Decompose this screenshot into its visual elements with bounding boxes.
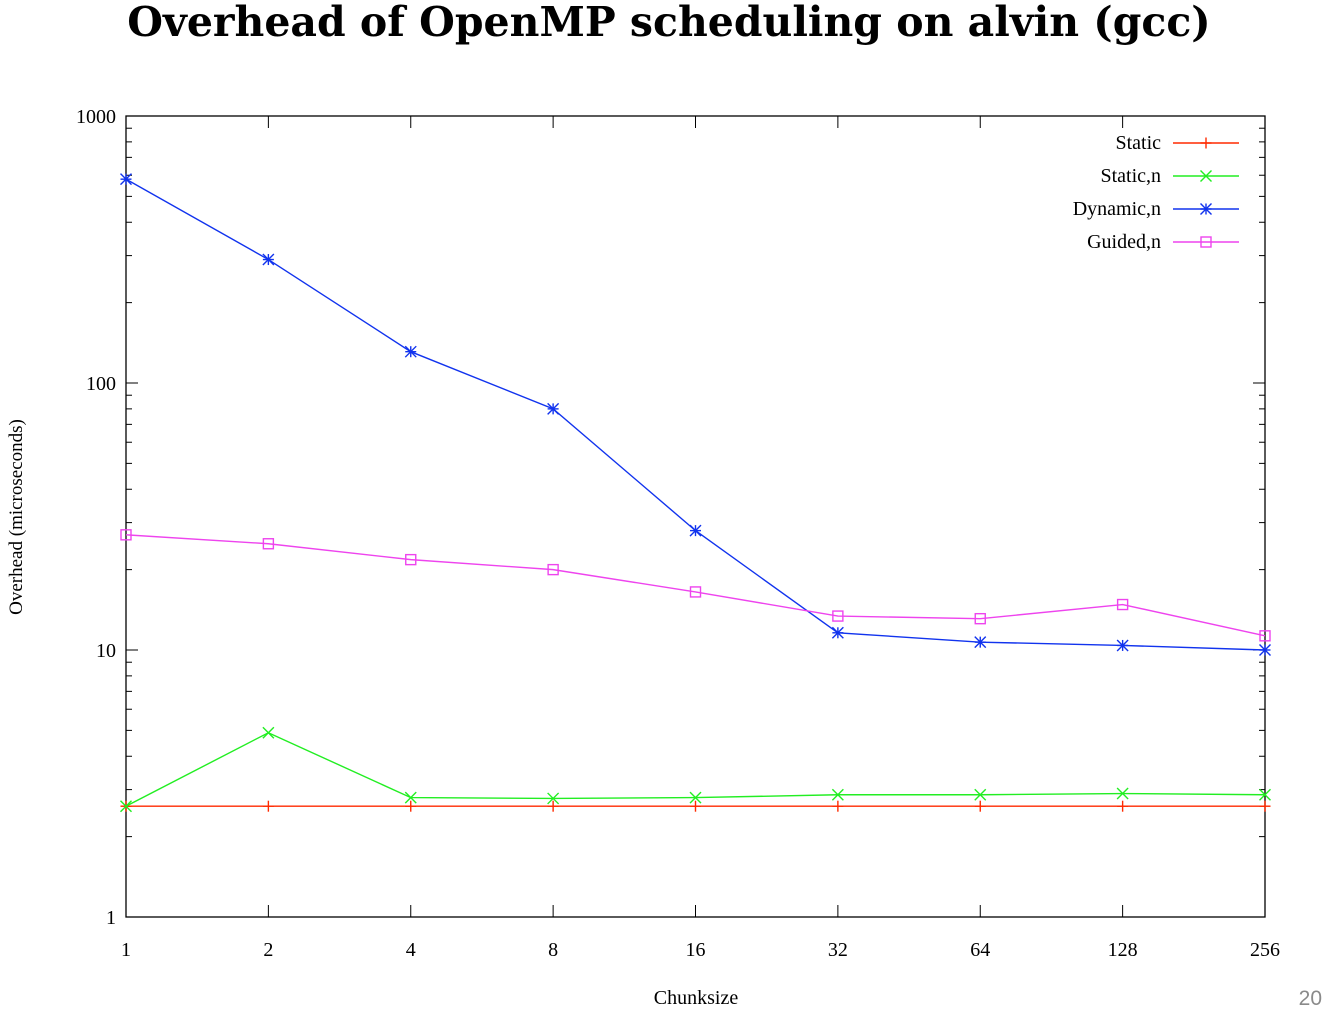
data-point: [120, 800, 132, 813]
y-tick-label: 10: [96, 640, 116, 662]
data-point: [1259, 788, 1271, 801]
x-tick-label: 2: [263, 939, 273, 961]
data-point: [1259, 630, 1271, 642]
legend-label: Static,n: [1100, 165, 1161, 187]
data-point: [405, 553, 417, 566]
data-point: [1116, 639, 1129, 652]
data-point: [1200, 137, 1212, 149]
data-point: [1116, 787, 1129, 800]
y-axis-label: Overhead (microseconds): [6, 419, 27, 615]
series-dynamic-n: [120, 173, 1271, 656]
series-static: [120, 800, 1271, 812]
data-point: [1200, 170, 1212, 182]
data-point: [120, 173, 132, 186]
legend-label: Static: [1115, 132, 1161, 154]
series-line: [125, 534, 1266, 637]
data-point: [689, 524, 702, 537]
data-point: [974, 636, 987, 649]
data-point: [547, 792, 560, 805]
data-point: [547, 563, 559, 576]
data-point: [1200, 236, 1212, 248]
y-tick-label: 100: [86, 373, 116, 395]
y-tick-label: 1000: [76, 106, 116, 128]
data-point: [547, 402, 560, 415]
data-point: [832, 610, 844, 622]
series-guided-n: [120, 529, 1271, 642]
data-point: [262, 800, 274, 812]
legend-entry: Dynamic,n: [1073, 198, 1239, 220]
x-tick-label: 64: [970, 939, 990, 961]
data-point: [262, 253, 275, 266]
y-tick-label: 1: [106, 907, 116, 929]
data-point: [831, 626, 844, 639]
x-tick-label: 1: [121, 939, 131, 961]
legend-label: Guided,n: [1087, 231, 1161, 253]
legend: Static Static,n Dynamic,n Guided,n: [1073, 132, 1239, 253]
data-point: [1117, 800, 1129, 812]
data-point: [974, 800, 986, 812]
data-point: [120, 529, 132, 541]
data-point: [1200, 203, 1212, 215]
data-point: [262, 538, 275, 550]
data-point: [547, 800, 559, 812]
x-tick-label: 128: [1108, 939, 1138, 961]
chart-title: Overhead of OpenMP scheduling on alvin (…: [127, 0, 1211, 46]
data-point: [831, 788, 844, 801]
legend-label: Dynamic,n: [1073, 198, 1161, 220]
data-point: [262, 726, 275, 739]
data-point: [690, 800, 701, 812]
series-static-n: [120, 726, 1271, 813]
data-point: [405, 800, 417, 812]
series-lines: [120, 173, 1271, 813]
data-point: [974, 788, 987, 801]
data-point: [1259, 644, 1271, 656]
data-point: [1116, 598, 1129, 611]
ticks: 1 2 4 8 16 32 64 128 256 1 10 100 1000: [76, 106, 1280, 961]
data-point: [1259, 800, 1271, 812]
x-tick-label: 8: [548, 939, 558, 961]
data-point: [689, 586, 702, 598]
x-axis-label: Chunksize: [654, 987, 739, 1009]
x-tick-label: 16: [686, 939, 706, 961]
data-point: [689, 791, 702, 804]
x-tick-label: 32: [828, 939, 848, 961]
x-tick-label: 256: [1250, 939, 1280, 961]
data-point: [974, 612, 986, 625]
series-line: [125, 731, 1266, 807]
legend-entry: Static: [1115, 132, 1239, 154]
data-point: [832, 800, 844, 812]
data-point: [404, 791, 417, 804]
data-point: [404, 345, 417, 358]
x-tick-label: 4: [406, 939, 416, 961]
legend-entry: Static,n: [1100, 165, 1239, 187]
slide-number: 20: [1298, 987, 1322, 1010]
legend-entry: Guided,n: [1087, 231, 1239, 253]
